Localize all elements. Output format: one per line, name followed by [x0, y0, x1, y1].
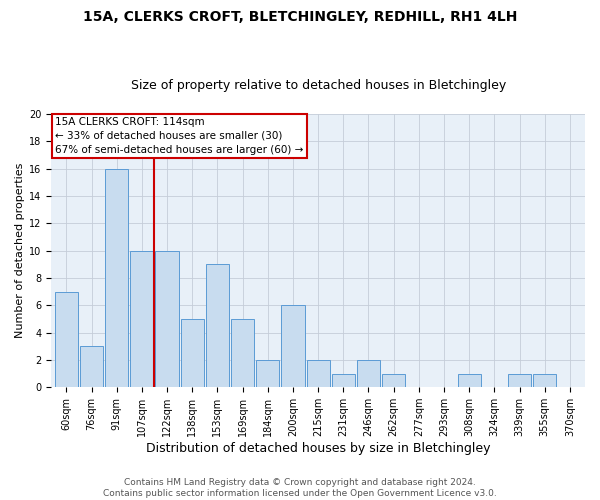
- Y-axis label: Number of detached properties: Number of detached properties: [15, 163, 25, 338]
- Bar: [231, 319, 254, 387]
- Bar: [55, 292, 78, 387]
- Bar: [206, 264, 229, 387]
- Bar: [256, 360, 280, 387]
- Bar: [357, 360, 380, 387]
- Bar: [80, 346, 103, 387]
- Text: Contains HM Land Registry data © Crown copyright and database right 2024.
Contai: Contains HM Land Registry data © Crown c…: [103, 478, 497, 498]
- Text: 15A, CLERKS CROFT, BLETCHINGLEY, REDHILL, RH1 4LH: 15A, CLERKS CROFT, BLETCHINGLEY, REDHILL…: [83, 10, 517, 24]
- Bar: [281, 306, 305, 387]
- Bar: [307, 360, 330, 387]
- Bar: [181, 319, 204, 387]
- Bar: [155, 250, 179, 387]
- Bar: [533, 374, 556, 387]
- Bar: [458, 374, 481, 387]
- Bar: [130, 250, 154, 387]
- Bar: [382, 374, 405, 387]
- Title: Size of property relative to detached houses in Bletchingley: Size of property relative to detached ho…: [131, 79, 506, 92]
- X-axis label: Distribution of detached houses by size in Bletchingley: Distribution of detached houses by size …: [146, 442, 490, 455]
- Bar: [105, 168, 128, 387]
- Text: 15A CLERKS CROFT: 114sqm
← 33% of detached houses are smaller (30)
67% of semi-d: 15A CLERKS CROFT: 114sqm ← 33% of detach…: [55, 116, 304, 154]
- Bar: [508, 374, 531, 387]
- Bar: [332, 374, 355, 387]
